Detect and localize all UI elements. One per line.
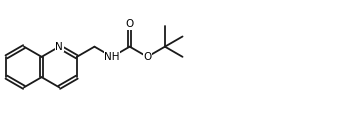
Text: N: N: [55, 42, 63, 52]
Text: O: O: [126, 19, 134, 29]
Text: NH: NH: [104, 52, 120, 62]
Text: O: O: [143, 52, 152, 62]
